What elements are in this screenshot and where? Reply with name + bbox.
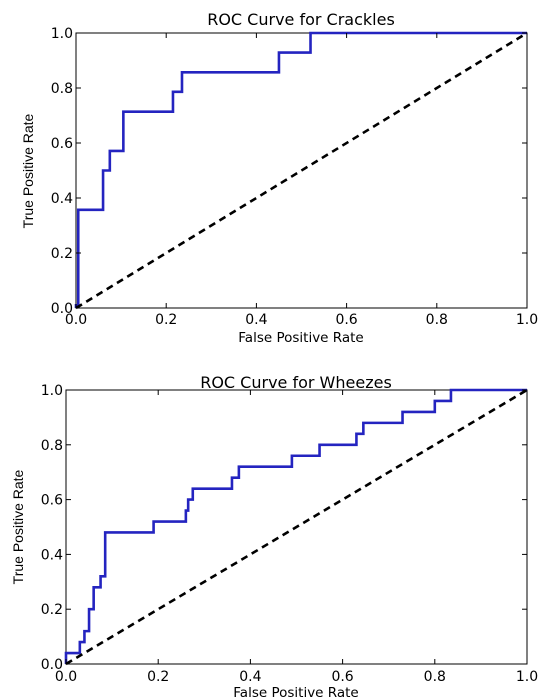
y-tick-label: 0.6 — [51, 136, 73, 152]
chart-title: ROC Curve for Crackles — [207, 10, 395, 29]
y-tick-label: 0.0 — [51, 301, 73, 317]
x-tick-label: 0.0 — [55, 669, 77, 685]
x-tick-label: 0.0 — [65, 312, 87, 328]
x-tick-label: 0.8 — [424, 669, 446, 685]
x-axis-label: False Positive Rate — [233, 685, 358, 700]
chance-diagonal-line — [75, 31, 528, 310]
chart-title: ROC Curve for Wheezes — [200, 373, 392, 392]
x-tick-label: 0.6 — [335, 312, 357, 328]
y-tick-label: 1.0 — [41, 383, 63, 399]
y-tick-label: 0.4 — [41, 547, 63, 563]
x-axis-label: False Positive Rate — [238, 330, 363, 346]
y-tick-label: 0.2 — [51, 246, 73, 262]
y-axis-label: True Positive Rate — [20, 113, 36, 228]
x-tick-label: 1.0 — [516, 312, 538, 328]
chart-crackles: ROC Curve for Crackles 0.0 0.2 0.4 0.6 0.8 1.… — [20, 10, 538, 346]
x-tick-label: 1.0 — [516, 669, 538, 685]
y-tick-label: 0.8 — [41, 438, 63, 454]
x-tick-label: 0.4 — [245, 312, 267, 328]
plot-content: 0.0 0.2 0.4 0.6 0.8 1.0 0.0 0.2 0.4 0.6 0.8 1.0 — [41, 383, 538, 685]
y-tick-label: 1.0 — [51, 26, 73, 42]
y-tick-label: 0.4 — [51, 191, 73, 207]
x-tick-label: 0.2 — [147, 669, 169, 685]
y-axis-label: True Positive Rate — [10, 469, 26, 584]
x-tick-label: 0.8 — [426, 312, 448, 328]
x-tick-label: 0.6 — [331, 669, 353, 685]
x-tick-label: 0.4 — [239, 669, 261, 685]
y-tick-label: 0.2 — [41, 602, 63, 618]
y-tick-label: 0.0 — [41, 657, 63, 673]
chance-diagonal-line — [65, 388, 528, 666]
x-tick-label: 0.2 — [155, 312, 177, 328]
y-tick-label: 0.8 — [51, 81, 73, 97]
plot-content: 0.0 0.2 0.4 0.6 0.8 1.0 0.0 0.2 0.4 0.6 0.8 1.0 — [51, 26, 538, 328]
roc-curve-line — [64, 388, 527, 664]
y-tick-label: 0.6 — [41, 493, 63, 509]
chart-wheezes: ROC Curve for Wheezes 0.0 0.2 0.4 0.6 0.8 1.0… — [10, 373, 538, 700]
roc-curve-line — [74, 31, 527, 308]
